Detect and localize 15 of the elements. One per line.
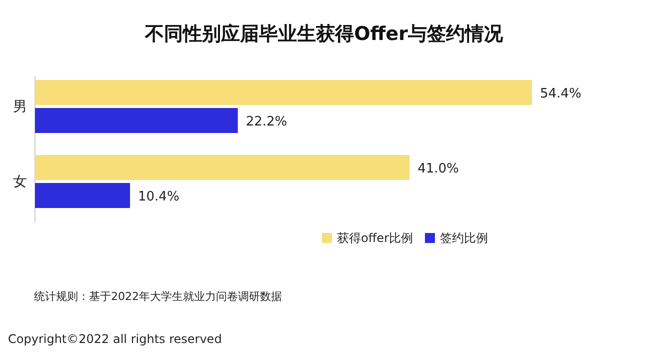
legend-label: 获得offer比例 (337, 231, 413, 245)
text: Copyright©2022 all rights reserved (8, 332, 222, 346)
bar (35, 155, 410, 180)
bar (35, 183, 130, 208)
bar (35, 108, 238, 133)
data-label: 41.0% (418, 162, 459, 176)
y-tick-label: 女 (13, 174, 27, 190)
data-label: 54.4% (540, 86, 582, 102)
y-tick-label: 男 (13, 99, 27, 115)
text: 统计规则：基于2022年大学生就业力问卷调研数据 (34, 290, 282, 303)
legend-label: 签约比例 (440, 231, 488, 245)
bar (35, 80, 532, 105)
chart-title: 不同性别应届毕业生获得Offer与签约情况 (144, 23, 504, 45)
data-label: 22.2% (246, 114, 288, 130)
data-label: 10.4% (138, 190, 180, 204)
